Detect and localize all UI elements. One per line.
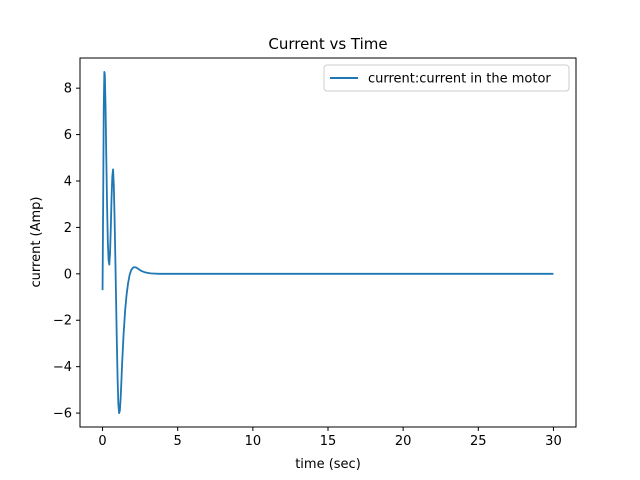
plot-layer [101, 71, 554, 414]
x-tick-label: 20 [395, 434, 412, 449]
y-tick-label: −4 [53, 360, 72, 375]
x-tick-label: 5 [174, 434, 182, 449]
x-tick-label: 25 [470, 434, 487, 449]
x-axis-label: time (sec) [295, 457, 361, 472]
x-tick-label: 0 [98, 434, 106, 449]
legend-box [323, 64, 570, 92]
x-axis-ticks: 0 5 10 15 20 25 30 [98, 427, 562, 449]
y-tick-label: −6 [53, 407, 72, 422]
y-tick-label: 0 [64, 267, 72, 282]
legend: current:current in the motor [323, 64, 570, 92]
x-tick-label: 30 [545, 434, 562, 449]
x-tick-label: 15 [320, 434, 337, 449]
chart-title: Current vs Time [268, 35, 387, 53]
y-axis-ticks: −6 −4 −2 0 2 4 6 8 [53, 82, 80, 422]
y-tick-label: 8 [64, 82, 72, 97]
series-line-0 [101, 71, 554, 414]
y-axis-label: current (Amp) [29, 197, 44, 288]
y-tick-label: 6 [64, 128, 72, 143]
legend-entry-label: current:current in the motor [368, 72, 551, 87]
y-tick-label: 2 [64, 221, 72, 236]
y-tick-label: −2 [53, 314, 72, 329]
y-tick-label: 4 [64, 175, 72, 190]
x-tick-label: 10 [245, 434, 262, 449]
